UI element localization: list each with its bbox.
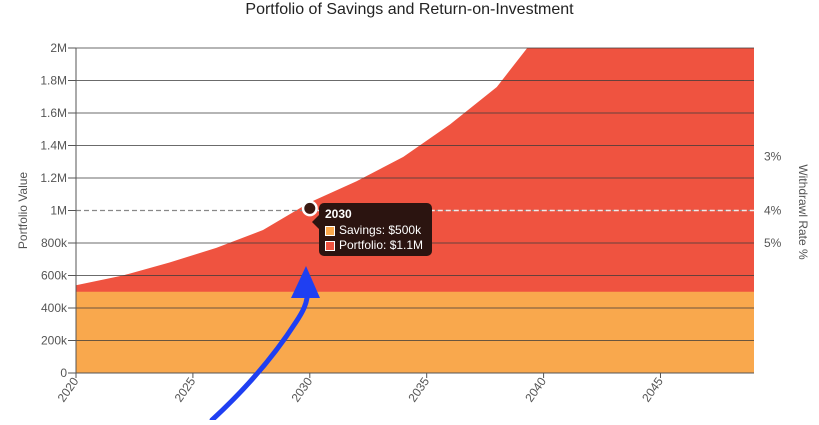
x-tick-label: 2040	[522, 374, 549, 404]
y2-tick-label: 4%	[764, 204, 782, 218]
y-tick-label: 2M	[50, 41, 67, 55]
annotation-arrow-head	[291, 266, 320, 298]
tooltip: 2030 Savings: $500k Portfolio: $1.1M	[312, 203, 432, 256]
tooltip-savings-value: $500k	[388, 223, 422, 237]
annotation-arrow-shaft	[209, 295, 310, 423]
y-tick-label: 0	[60, 366, 67, 380]
x-tick-label: 2045	[639, 374, 666, 404]
y-tick-label: 1M	[50, 204, 67, 218]
x-tick-label: 2030	[288, 374, 315, 404]
savings-area	[76, 291, 754, 373]
y-tick-label: 1.8M	[40, 74, 67, 88]
y-tick-label: 400k	[41, 301, 68, 315]
y-tick-label: 200k	[41, 334, 68, 348]
chart-title: Portfolio of Savings and Return-on-Inves…	[245, 1, 574, 18]
tooltip-row-savings: Savings: $500k	[325, 223, 426, 238]
tooltip-title: 2030	[325, 207, 352, 221]
y-tick-label: 600k	[41, 269, 68, 283]
y2-axis-title: Withdrawl Rate %	[796, 164, 810, 260]
portfolio-swatch	[325, 240, 335, 251]
savings-swatch	[325, 225, 335, 236]
tooltip-portfolio-value: $1.1M	[389, 238, 424, 252]
y-tick-label: 1.4M	[40, 139, 67, 153]
x-tick-label: 2020	[55, 374, 82, 404]
x-tick-label: 2035	[405, 374, 432, 404]
tooltip-portfolio-label: Portfolio:	[339, 238, 387, 252]
y-tick-label: 800k	[41, 236, 68, 250]
y-axis-title: Portfolio Value	[16, 172, 30, 249]
y-tick-label: 1.6M	[40, 106, 67, 120]
tooltip-savings-label: Savings:	[339, 223, 386, 237]
y2-tick-label: 5%	[764, 236, 782, 250]
y-tick-label: 1.2M	[40, 171, 67, 185]
highlight-point	[304, 202, 316, 214]
x-tick-label: 2025	[172, 374, 199, 404]
tooltip-row-portfolio: Portfolio: $1.1M	[325, 238, 426, 253]
y2-tick-label: 3%	[764, 149, 782, 163]
